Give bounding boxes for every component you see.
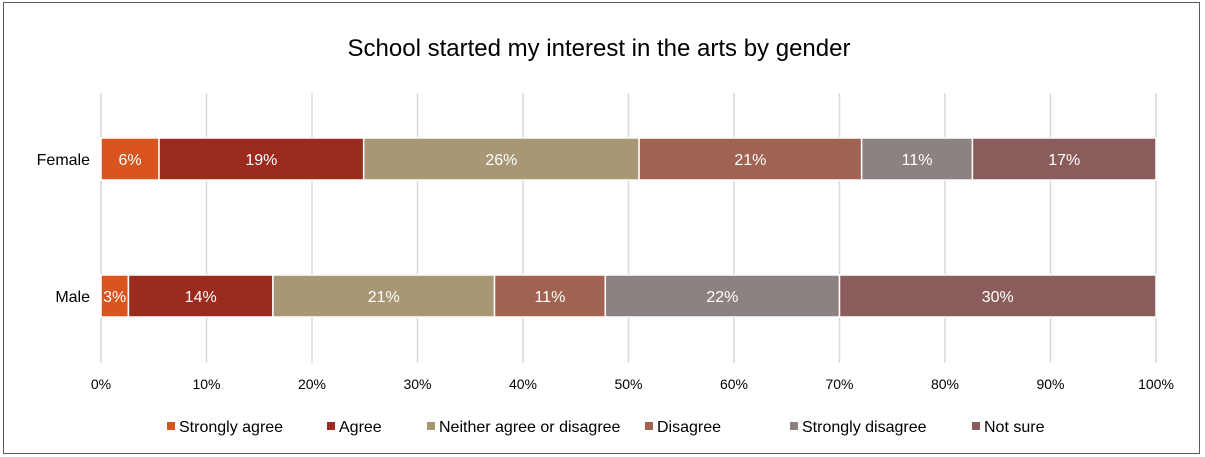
data-label: 14% [185,289,217,306]
category-label: Female [37,152,90,169]
x-tick-label: 60% [720,376,748,392]
bars: 6% 19% 26% 21% 11% 17% 3% 14% 21% 11% 22% 30% [100,137,1157,318]
x-tick-label: 30% [403,376,431,392]
data-label: 19% [245,152,277,169]
bar-segment [127,274,274,318]
bar-segment [362,137,640,181]
data-label: 11% [534,289,565,306]
bar-segment [272,274,496,318]
bar-segment [493,274,607,318]
bar-segment [860,137,974,181]
x-tick-label: 0% [91,376,111,392]
x-tick-label: 10% [192,376,220,392]
legend-swatch [327,422,335,430]
x-tick-label: 50% [614,376,642,392]
data-label: 30% [982,289,1014,306]
x-tick-labels: 0% 10% 20% 30% 40% 50% 60% 70% 80% 90% 100% [91,376,1174,392]
legend-label: Strongly disagree [802,419,927,436]
chart-svg: School started my interest in the arts b… [37,35,1174,436]
chart-title: School started my interest in the arts b… [348,35,851,62]
category-label: Male [55,289,90,306]
x-tick-label: 100% [1138,376,1174,392]
legend-swatch [972,422,980,430]
gridlines [100,93,1157,363]
legend-item: Strongly agree [167,419,283,436]
data-label: 21% [368,289,400,306]
data-label: 11% [902,152,933,169]
data-label: 17% [1048,152,1080,169]
legend-swatch [790,422,798,430]
legend: Strongly agree Agree Neither agree or disa… [167,419,1045,436]
legend-label: Strongly agree [179,419,283,436]
legend-label: Agree [339,419,382,436]
x-tick-label: 90% [1036,376,1064,392]
legend-swatch [645,422,653,430]
legend-item: Neither agree or disagree [427,419,621,436]
x-tick-label: 40% [509,376,537,392]
legend-swatch [427,422,435,430]
legend-label: Disagree [657,419,721,436]
data-label: 26% [485,152,517,169]
x-tick-label: 20% [298,376,326,392]
legend-label: Neither agree or disagree [439,419,621,436]
data-label: 3% [103,289,126,306]
data-label: 22% [706,289,738,306]
x-tick-label: 70% [825,376,853,392]
legend-item: Strongly disagree [790,419,927,436]
x-tick-label: 80% [931,376,959,392]
bar-segment [100,137,160,181]
legend-swatch [167,422,175,430]
data-label: 21% [734,152,766,169]
category-labels: Female Male [37,152,90,306]
legend-item: Disagree [645,419,721,436]
data-label: 6% [118,152,141,169]
legend-label: Not sure [984,419,1045,436]
bar-segment [971,137,1157,181]
chart-frame: School started my interest in the arts b… [3,2,1200,454]
bar-segment [838,274,1157,318]
bar-segment [158,137,365,181]
legend-item: Agree [327,419,382,436]
legend-item: Not sure [972,419,1045,436]
